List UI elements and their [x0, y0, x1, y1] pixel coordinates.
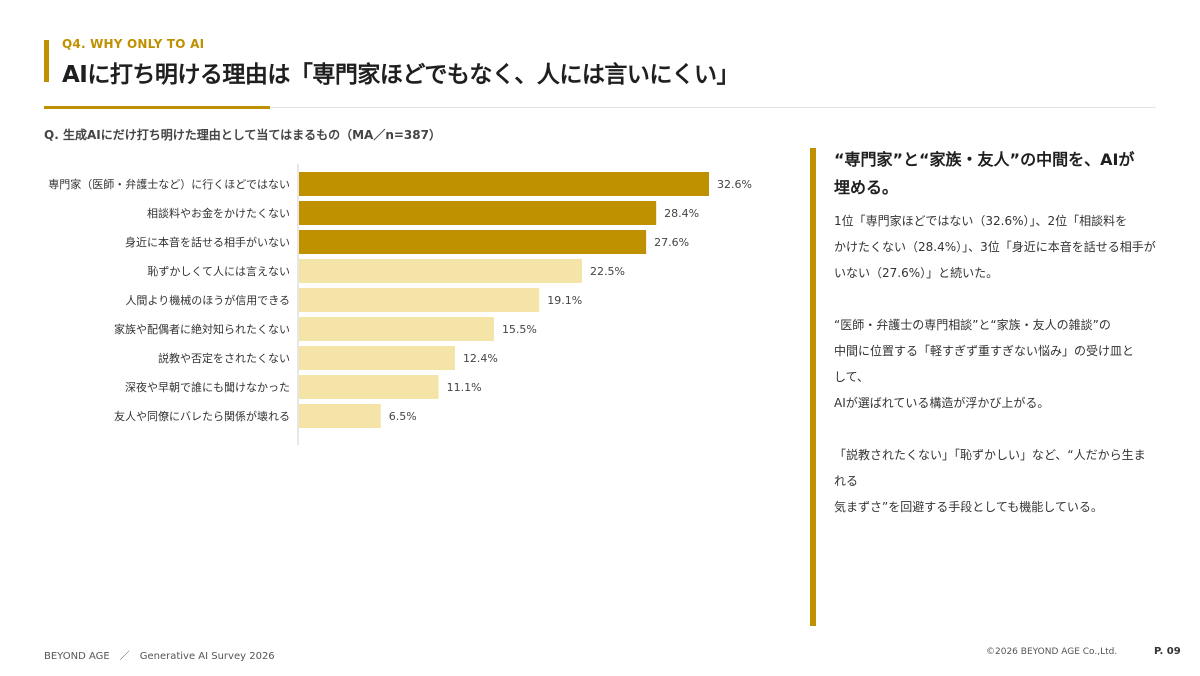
chart-value-label: 11.1%: [447, 381, 482, 394]
sidebar-paragraph: “医師・弁護士の専門相談”と“家族・友人の雑談”の中間に位置する「軽すぎず重すぎ…: [834, 312, 1152, 416]
sidebar-line: “医師・弁護士の専門相談”と“家族・友人の雑談”の: [834, 318, 1111, 332]
chart-bar: [299, 375, 439, 399]
chart-category-label: 深夜や早朝で誰にも聞けなかった: [125, 380, 290, 394]
chart-bar: [299, 317, 494, 341]
page-title: AIに打ち明ける理由は「専門家ほどでもなく、人には言いにくい」: [62, 62, 739, 88]
chart-bar: [299, 404, 381, 428]
chart-bar: [299, 201, 657, 225]
section-eyebrow: Q4. WHY ONLY TO AI: [62, 37, 205, 51]
page-number: P. 09: [1154, 646, 1181, 657]
chart-category-label: 友人や同僚にバレたら関係が壊れる: [114, 409, 290, 423]
chart-value-label: 12.4%: [463, 352, 498, 365]
chart-category-label: 人間より機械のほうが信用できる: [125, 293, 290, 307]
chart-value-label: 15.5%: [502, 323, 537, 336]
chart-value-label: 32.6%: [717, 178, 752, 191]
header-divider-accent: [44, 106, 270, 109]
chart-value-label: 19.1%: [547, 294, 582, 307]
header-divider: [44, 107, 1156, 108]
sidebar-line: 中間に位置する「軽すぎず重すぎない悩み」の受け皿と: [834, 344, 1135, 358]
footer-copyright: ©2026 BEYOND AGE Co.,Ltd.: [986, 647, 1118, 657]
sidebar-line: AIが選ばれている構造が浮かび上がる。: [834, 396, 1050, 410]
chart-value-label: 28.4%: [664, 207, 699, 220]
sidebar-line: いない（27.6%）」と続いた。: [834, 266, 999, 280]
sidebar-line: れる: [834, 474, 859, 488]
chart-bar: [299, 230, 647, 254]
chart-category-label: 家族や配偶者に絶対知られたくない: [114, 322, 290, 336]
reason-bar-chart: 専門家（医師・弁護士など）に行くほどではない 32.6% 相談料やお金をかけたくない…: [48, 164, 752, 445]
footer-brand: BEYOND AGE ／ Generative AI Survey 2026: [44, 651, 275, 662]
chart-value-label: 27.6%: [654, 236, 689, 249]
chart-question: Q. 生成AIにだけ打ち明けた理由として当てはまるもの（MA／n=387）: [44, 128, 441, 142]
sidebar-accent-bar: [810, 148, 816, 626]
sidebar-line: 気まずさ”を回避する手段としても機能している。: [834, 500, 1103, 514]
sidebar-line: して、: [834, 370, 870, 384]
chart-category-label: 専門家（医師・弁護士など）に行くほどではない: [48, 177, 290, 191]
sidebar-heading: “専門家”と“家族・友人”の中間を、AIが埋める。: [834, 150, 1135, 197]
chart-bar: [299, 259, 582, 283]
sidebar-paragraph: 1位「専門家ほどではない（32.6%）」、2位「相談料をかけたくない（28.4%…: [834, 208, 1156, 286]
sidebar-body: 1位「専門家ほどではない（32.6%）」、2位「相談料をかけたくない（28.4%…: [834, 208, 1156, 546]
chart-category-label: 相談料やお金をかけたくない: [147, 206, 290, 220]
chart-bar: [299, 172, 709, 196]
chart-category-label: 身近に本音を話せる相手がいない: [125, 235, 290, 249]
sidebar-line: 「説教されたくない」「恥ずかしい」など、“人だから生ま: [834, 448, 1146, 462]
sidebar-line: 1位「専門家ほどではない（32.6%）」、2位「相談料を: [834, 214, 1128, 228]
chart-value-label: 6.5%: [389, 410, 417, 423]
sidebar-paragraph: 「説教されたくない」「恥ずかしい」など、“人だから生ま れる気まずさ”を回避する手…: [834, 442, 1152, 520]
chart-category-label: 恥ずかしくて人には言えない: [147, 265, 290, 278]
chart-category-label: 説教や否定をされたくない: [158, 351, 290, 365]
sidebar-line: かけたくない（28.4%）」、3位「身近に本音を話せる相手が: [834, 240, 1156, 254]
chart-bar: [299, 346, 455, 370]
chart-value-label: 22.5%: [590, 265, 625, 278]
title-accent-bar: [44, 40, 49, 82]
chart-bar: [299, 288, 540, 312]
